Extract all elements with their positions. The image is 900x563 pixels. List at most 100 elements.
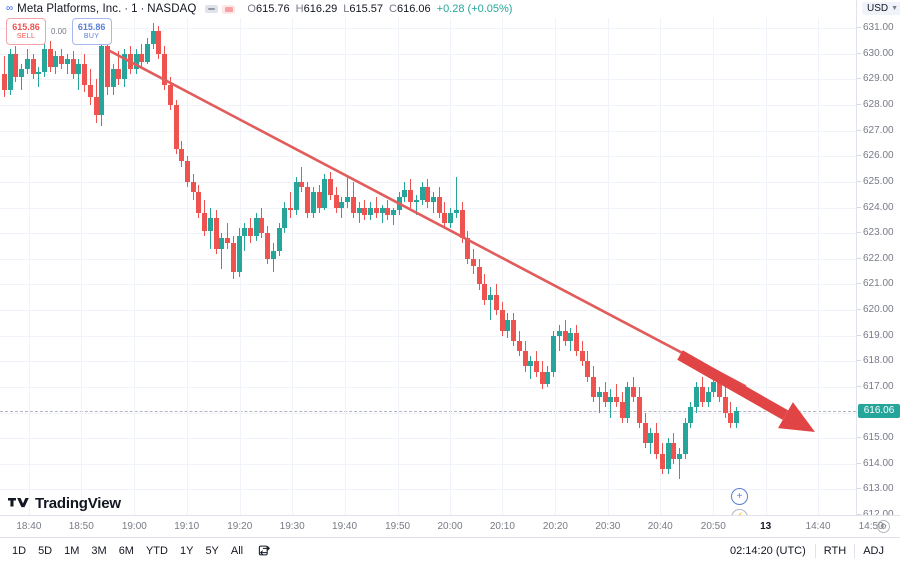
toolbar-divider-2 xyxy=(854,543,856,558)
candle-body xyxy=(574,333,579,352)
candle-body xyxy=(64,58,70,65)
sell-button[interactable]: 615.86 SELL xyxy=(6,18,46,45)
time-axis[interactable]: 18:40 18:50 19:00 19:10 19:20 19:30 19:40 19:50… xyxy=(0,515,900,537)
ohlc-low-label: L xyxy=(343,3,350,15)
candle-body xyxy=(219,238,225,249)
candle-body xyxy=(162,53,168,85)
candle-body xyxy=(482,284,488,300)
candle-body xyxy=(505,320,511,331)
candle-body xyxy=(207,217,213,231)
axis-settings-icon[interactable]: ⚙ xyxy=(877,520,890,533)
candle-body xyxy=(247,228,253,236)
range-button-5y[interactable]: 5Y xyxy=(205,544,219,557)
time-tick: 20:10 xyxy=(489,521,515,532)
candle-body xyxy=(270,251,276,259)
candle-body xyxy=(167,84,173,106)
price-tick: 625.00 xyxy=(857,176,900,187)
candle-body xyxy=(30,58,36,75)
candle-wick xyxy=(78,58,80,90)
time-tick: 14:50 xyxy=(858,521,884,532)
candle-body xyxy=(402,189,408,198)
range-button-ytd[interactable]: YTD xyxy=(145,544,168,557)
trade-widget: 615.86 SELL 0.00 615.86 BUY xyxy=(6,18,112,45)
range-button-3m[interactable]: 3M xyxy=(91,544,107,557)
candle-body xyxy=(619,402,625,418)
price-tick: 614.00 xyxy=(857,458,900,469)
candle-body xyxy=(236,235,242,272)
adjustment-toggle[interactable]: ADJ xyxy=(863,544,884,557)
candle-body xyxy=(316,192,322,208)
spread-value: 0.00 xyxy=(51,27,67,36)
candle-body xyxy=(2,74,7,90)
plus-circle-icon[interactable]: + xyxy=(731,488,748,505)
time-tick: 20:40 xyxy=(647,521,673,532)
range-button-1d[interactable]: 1D xyxy=(12,544,27,557)
gridline-horizontal xyxy=(0,438,856,440)
candle-body xyxy=(179,148,185,162)
gridline-vertical xyxy=(766,18,767,515)
candle-body xyxy=(70,58,76,75)
bar-style-icon[interactable] xyxy=(205,5,219,13)
gridline-vertical xyxy=(818,18,819,515)
candle-body xyxy=(379,207,385,213)
candle-body xyxy=(493,294,499,311)
candle-body xyxy=(654,433,660,454)
gridline-horizontal xyxy=(0,489,856,491)
date-range-icon[interactable] xyxy=(257,544,273,558)
range-button-1y[interactable]: 1Y xyxy=(179,544,194,557)
price-axis[interactable]: USD ▼ 631.00 630.00 629.00 628.00 627.00 626.… xyxy=(856,0,900,537)
candle-body xyxy=(642,422,648,444)
chart-pane[interactable]: TradingView + ⚡ xyxy=(0,18,856,515)
range-button-6m[interactable]: 6M xyxy=(118,544,134,557)
candle-body xyxy=(110,69,116,88)
symbol-name[interactable]: Meta Platforms, Inc. xyxy=(17,3,122,15)
time-tick: 19:50 xyxy=(385,521,411,532)
candle-body xyxy=(625,386,631,418)
candle-body xyxy=(436,197,442,213)
currency-selector[interactable]: USD ▼ xyxy=(862,2,900,15)
candle-body xyxy=(93,97,99,116)
range-button-1m[interactable]: 1M xyxy=(64,544,80,557)
ohlc-low-value: 615.57 xyxy=(349,3,384,15)
range-button-5d[interactable]: 5D xyxy=(38,544,53,557)
buy-button[interactable]: 615.86 BUY xyxy=(71,18,112,45)
ohlc-change: +0.28 (+0.05%) xyxy=(436,3,513,15)
candle-body xyxy=(413,199,419,203)
candle-body xyxy=(705,392,711,403)
price-tick: 626.00 xyxy=(857,151,900,161)
candle-body xyxy=(533,361,539,372)
range-button-all[interactable]: All xyxy=(230,544,244,557)
candle-body xyxy=(36,71,42,75)
candle-wick xyxy=(530,356,532,380)
meta-infinity-icon: ∞ xyxy=(6,3,13,14)
lightning-circle-icon[interactable]: ⚡ xyxy=(731,509,748,515)
chevron-down-icon: ▼ xyxy=(891,5,899,12)
candle-body xyxy=(425,187,431,203)
time-tick: 20:50 xyxy=(700,521,726,532)
candle-body xyxy=(230,243,236,272)
price-tick: 630.00 xyxy=(857,48,900,59)
gridline-horizontal xyxy=(0,28,856,30)
clock-readout[interactable]: 02:14:20 (UTC) xyxy=(729,544,806,557)
exchange-label[interactable]: NASDAQ xyxy=(147,3,197,15)
time-tick: 19:30 xyxy=(279,521,305,532)
price-tick: 620.00 xyxy=(857,305,900,315)
interval-label[interactable]: 1 xyxy=(131,3,138,15)
ohlc-readout: O615.76 H616.29 L615.57 C616.06 +0.28 (+… xyxy=(247,3,512,15)
candle-body xyxy=(539,371,545,385)
session-toggle[interactable]: RTH xyxy=(823,544,847,557)
price-tick: 613.00 xyxy=(857,484,900,494)
candle-body xyxy=(471,258,477,267)
time-tick: 18:50 xyxy=(68,521,94,532)
candle-body xyxy=(339,202,345,208)
candle-body xyxy=(356,207,362,213)
candle-body xyxy=(87,84,93,98)
date-range-glyph xyxy=(258,545,270,556)
candle-body xyxy=(631,386,637,398)
candle-wick xyxy=(301,166,303,193)
candle-body xyxy=(602,392,608,403)
candle-style-icon[interactable] xyxy=(222,4,236,14)
price-tick: 629.00 xyxy=(857,74,900,84)
time-tick: 18:40 xyxy=(16,521,42,532)
